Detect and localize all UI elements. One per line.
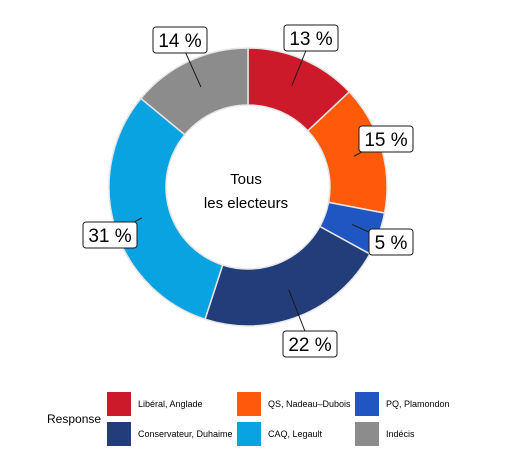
legend-swatch: [355, 392, 379, 416]
legend-item-indecis: Indécis: [355, 422, 415, 446]
slice-label-text: 5 %: [375, 233, 408, 254]
legend-item-pq-plamondon: PQ, Plamondon: [355, 392, 450, 416]
slice-label-text: 14 %: [158, 31, 201, 52]
legend-label: CAQ, Legault: [268, 429, 323, 439]
slice-label-box: [358, 125, 414, 153]
legend-label: QS, Nadeau–Dubois: [268, 399, 351, 409]
slice-conservateur-duhaime: [204, 225, 371, 327]
legend-item-liberal-anglade: Libéral, Anglade: [107, 392, 203, 416]
legend-label: Conservateur, Duhaime: [138, 429, 233, 439]
legend-title: Response: [47, 412, 101, 426]
center-label: Tous les electeurs: [204, 171, 288, 212]
slice-label-box: [82, 221, 138, 249]
slice-label-text: 13 %: [289, 29, 332, 50]
slice-label-indecis: 14 %: [152, 26, 208, 54]
legend-item-caq-legault: CAQ, Legault: [237, 422, 323, 446]
slice-label-text: 15 %: [364, 130, 407, 151]
legend-label: Indécis: [386, 429, 415, 439]
center-label-line-2: les electeurs: [204, 195, 288, 212]
slice-label-box: [282, 330, 338, 358]
slice-labels: 13 % 15 % 5 % 22 % 31 % 14 %: [82, 24, 414, 358]
slice-label-box: [368, 228, 414, 256]
donut-slices: [108, 47, 388, 327]
slice-label-pq-plamondon: 5 %: [368, 228, 414, 256]
center-label-line-1: Tous: [230, 171, 262, 188]
slice-label-qs-nadeau-dubois: 15 %: [358, 125, 414, 153]
slice-label-conservateur-duhaime: 22 %: [282, 330, 338, 358]
slice-caq-legault: [108, 97, 224, 321]
legend-item-qs-nadeau-dubois: QS, Nadeau–Dubois: [237, 392, 351, 416]
slice-label-text: 31 %: [88, 226, 131, 247]
legend-swatch: [237, 422, 261, 446]
slice-label-caq-legault: 31 %: [82, 221, 138, 249]
legend-swatch: [107, 392, 131, 416]
slice-indecis: [139, 47, 249, 136]
legend-label: Libéral, Anglade: [138, 399, 203, 409]
legend: Response Libéral, Anglade QS, Nadeau–Dubo…: [47, 392, 450, 446]
legend-swatch: [107, 422, 131, 446]
legend-item-conservateur-duhaime: Conservateur, Duhaime: [107, 422, 233, 446]
legend-items: Libéral, Anglade QS, Nadeau–Dubois PQ, Pla…: [107, 392, 450, 446]
slice-label-box: [283, 24, 339, 52]
legend-swatch: [355, 422, 379, 446]
legend-label: PQ, Plamondon: [386, 399, 450, 409]
slice-label-box: [152, 26, 208, 54]
slice-label-liberal-anglade: 13 %: [283, 24, 339, 52]
legend-swatch: [237, 392, 261, 416]
slice-label-text: 22 %: [288, 335, 331, 356]
